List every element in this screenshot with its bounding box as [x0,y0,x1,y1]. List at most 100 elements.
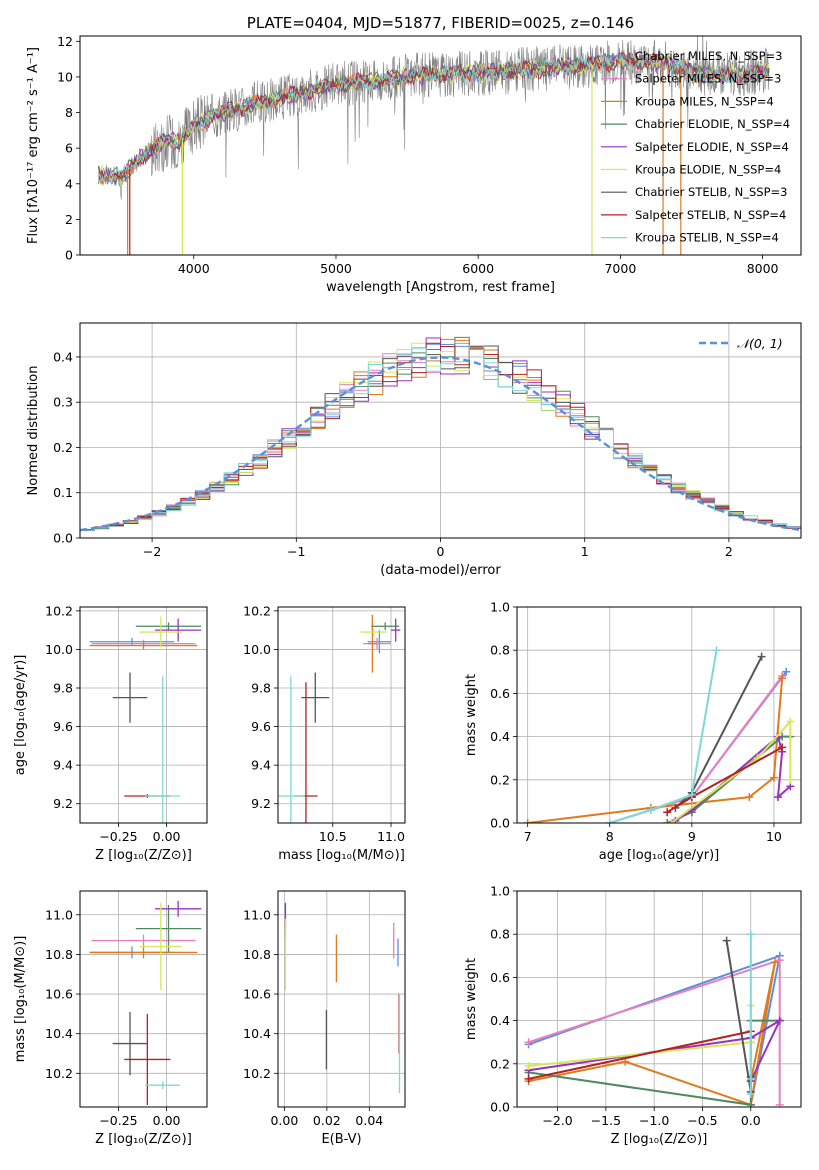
histogram-kroupa_stelib [80,345,801,531]
x-tick-label: −2 [143,544,161,559]
age-vs-mass-chart: 10.5 11.0 9.2 9.4 9.6 9.8 10.0 10.2 mass [log₁₀(… [243,603,406,863]
x-tick-label: 7000 [604,261,636,276]
y-tick-label: 9.6 [53,719,73,734]
y-tick-label: 1.0 [490,884,510,899]
weight-vs-age-chart: 7 8 9 10 0.0 0.2 0.4 0.6 0.8 1.0 age [log₁₀(age/yr… [464,600,802,863]
weight-line-salpeter_stelib [528,1030,752,1080]
legend-label: Kroupa MILES, N_SSP=4 [635,94,774,108]
y-tick-label: 0.2 [490,1056,510,1071]
y-tick-label: 10.4 [45,1026,73,1041]
plot-area [80,336,801,532]
weight-point [774,793,783,802]
weight-line-kroupa_miles [527,678,784,823]
mass-vs-metallicity-chart: −0.25 0.00 10.2 10.4 10.6 10.8 11.0 Z [log₁₀(Z/… [13,890,208,1147]
x-tick-label: −1.0 [639,1113,669,1128]
y-tick-label: 0.8 [490,927,510,942]
x-tick-label: −2.0 [542,1113,572,1128]
y-tick-label: 0.8 [490,643,510,658]
plot-frame [79,322,802,539]
y-tick-label: 10.4 [243,1026,271,1041]
weight-line-chabrier_stelib [725,940,752,1093]
weight-line-salpeter_elodie [674,734,791,822]
y-tick-label: 11.0 [243,907,271,922]
spectrum-chart: PLATE=0404, MJD=51877, FIBERID=0025, z=0… [26,14,802,295]
y-tick-label: 0.0 [53,531,73,546]
weight-point [523,819,532,823]
y-tick-label: 6 [65,141,73,156]
x-axis-label: Z [log₁₀(Z/Z⊙)] [95,848,192,863]
x-tick-label: 5000 [320,261,352,276]
x-tick-label: 8 [606,829,614,844]
weight-point [663,819,672,823]
histogram-kroupa_elodie [80,342,801,530]
plot-area [523,646,795,823]
weight-line-kroupa_stelib [609,650,718,823]
weight-point [524,1038,533,1047]
weight-line-chabrier_stelib [674,656,763,809]
x-axis-label: mass [log₁₀(M/M⊙)] [278,848,405,863]
plot-frame [79,35,802,256]
y-tick-label: 0.2 [53,440,73,455]
legend-label: Chabrier STELIB, N_SSP=3 [635,185,787,199]
legend-label: Salpeter MILES, N_SSP=3 [635,72,781,86]
weight-vs-metallicity-chart: −2.0 −1.5 −1.0 −0.5 0.0 0.0 0.2 0.4 0.6 0.8 1.0 Z [… [464,884,802,1147]
y-tick-label: 2 [65,212,73,227]
x-tick-label: 7 [524,829,532,844]
y-axis-label: mass weight [464,958,479,1040]
y-tick-label: 0.4 [490,1013,510,1028]
weight-point [687,790,696,799]
x-tick-label: −0.5 [687,1113,717,1128]
normal-curve [80,356,801,532]
y-tick-label: 0.4 [53,349,73,364]
x-axis-label: E(B-V) [321,1132,361,1147]
plot-area [524,930,784,1107]
x-tick-label: 10 [766,829,782,844]
y-tick-label: 10.6 [243,987,271,1002]
plot-frame [516,606,802,824]
x-tick-label: 2 [725,544,733,559]
x-tick-label: 6000 [462,261,494,276]
weight-point [746,1100,755,1107]
y-tick-label: 9.8 [251,681,271,696]
weight-point [746,1090,755,1099]
x-tick-label: 10.5 [319,829,347,844]
y-axis-label: mass [log₁₀(M/M⊙)] [13,936,28,1063]
y-tick-label: 10.0 [243,642,271,657]
legend-label: Kroupa STELIB, N_SSP=4 [635,231,779,245]
x-tick-label: 0.02 [313,1113,341,1128]
x-axis-label: Z [log₁₀(Z/Z⊙)] [611,1132,708,1147]
y-axis-label: mass weight [464,674,479,756]
y-tick-label: 0.2 [490,772,510,787]
y-tick-label: 10.2 [243,1066,271,1081]
observed-spectrum [98,36,770,200]
weight-line-kroupa_elodie [528,1005,752,1067]
weight-point [770,958,779,967]
weight-point [782,667,791,676]
weight-line-kroupa_elodie [670,718,792,823]
y-axis-label: age [log₁₀(age/yr)] [13,655,28,776]
chart-title: PLATE=0404, MJD=51877, FIBERID=0025, z=0… [247,14,634,32]
weight-point [745,793,754,802]
weight-point [757,652,766,661]
mass-vs-reddening-chart: 0.00 0.02 0.04 10.2 10.4 10.6 10.8 11.0 E(B-V) [243,890,406,1147]
weight-line-chabrier_miles [609,671,787,823]
y-tick-label: 10.2 [45,603,73,618]
weight-point [786,775,795,784]
weight-point [722,936,731,945]
y-tick-label: 10.2 [243,603,271,618]
x-tick-label: 0.0 [741,1113,761,1128]
x-tick-label: −1 [287,544,305,559]
weight-point [778,743,787,752]
weight-point [646,806,655,815]
x-axis-label: age [log₁₀(age/yr)] [599,848,720,863]
x-axis-label: wavelength [Angstrom, rest frame] [326,280,555,295]
y-tick-label: 10.8 [243,947,271,962]
residuals-histogram: −2 −1 0 1 2 0.0 0.1 0.2 0.3 0.4 (data-model)/error… [26,322,802,578]
weight-point [667,819,676,823]
x-axis-label: (data-model)/error [380,563,501,578]
y-tick-label: 12 [57,34,73,49]
y-tick-label: 0.0 [490,1100,510,1115]
x-tick-label: 11.0 [377,829,405,844]
weight-point [524,1074,533,1083]
y-tick-label: 9.4 [251,758,271,773]
